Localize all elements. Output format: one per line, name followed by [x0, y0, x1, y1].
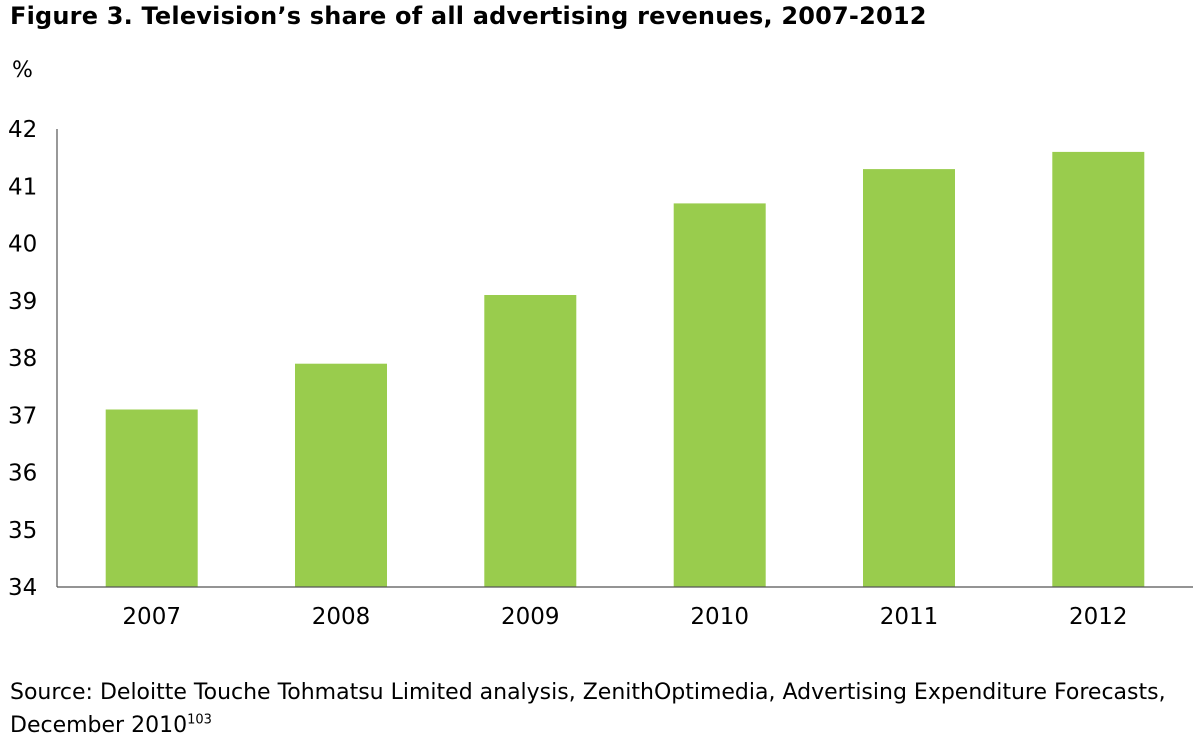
y-tick-label: 38 — [8, 346, 37, 372]
bar-2007 — [105, 409, 198, 587]
bars-group — [105, 151, 1145, 587]
x-tick-label: 2008 — [312, 604, 371, 630]
y-tick-label: 39 — [8, 289, 37, 315]
y-tick-label: 42 — [8, 117, 37, 143]
y-tick-label: 40 — [8, 232, 37, 258]
y-tick-label: 41 — [8, 174, 37, 200]
source-footnote: 103 — [187, 712, 212, 728]
bar-2008 — [295, 363, 387, 587]
bar-2009 — [484, 295, 577, 587]
chart-title: Figure 3. Television’s share of all adve… — [10, 2, 927, 30]
bar-2012 — [1052, 151, 1145, 587]
y-tick-label: 35 — [8, 518, 37, 544]
x-tick-label: 2011 — [880, 604, 939, 630]
bar-2011 — [863, 169, 955, 587]
x-tick-label: 2009 — [501, 604, 560, 630]
y-axis-unit-label: % — [12, 58, 33, 83]
x-tick-label: 2010 — [690, 604, 749, 630]
x-tick-label: 2012 — [1069, 604, 1128, 630]
bar-2010 — [673, 203, 766, 587]
x-tick-label: 2007 — [122, 604, 181, 630]
y-axis-ticks: 34 35 36 37 38 39 40 41 42 — [8, 117, 37, 601]
source-note: Source: Deloitte Touche Tohmatsu Limited… — [10, 676, 1190, 742]
y-tick-label: 34 — [8, 575, 37, 601]
source-text: Source: Deloitte Touche Tohmatsu Limited… — [10, 680, 1166, 738]
y-tick-label: 37 — [8, 403, 37, 429]
x-axis-ticks: 2007 2008 2009 2010 2011 2012 — [122, 604, 1127, 630]
y-tick-label: 36 — [8, 461, 37, 487]
